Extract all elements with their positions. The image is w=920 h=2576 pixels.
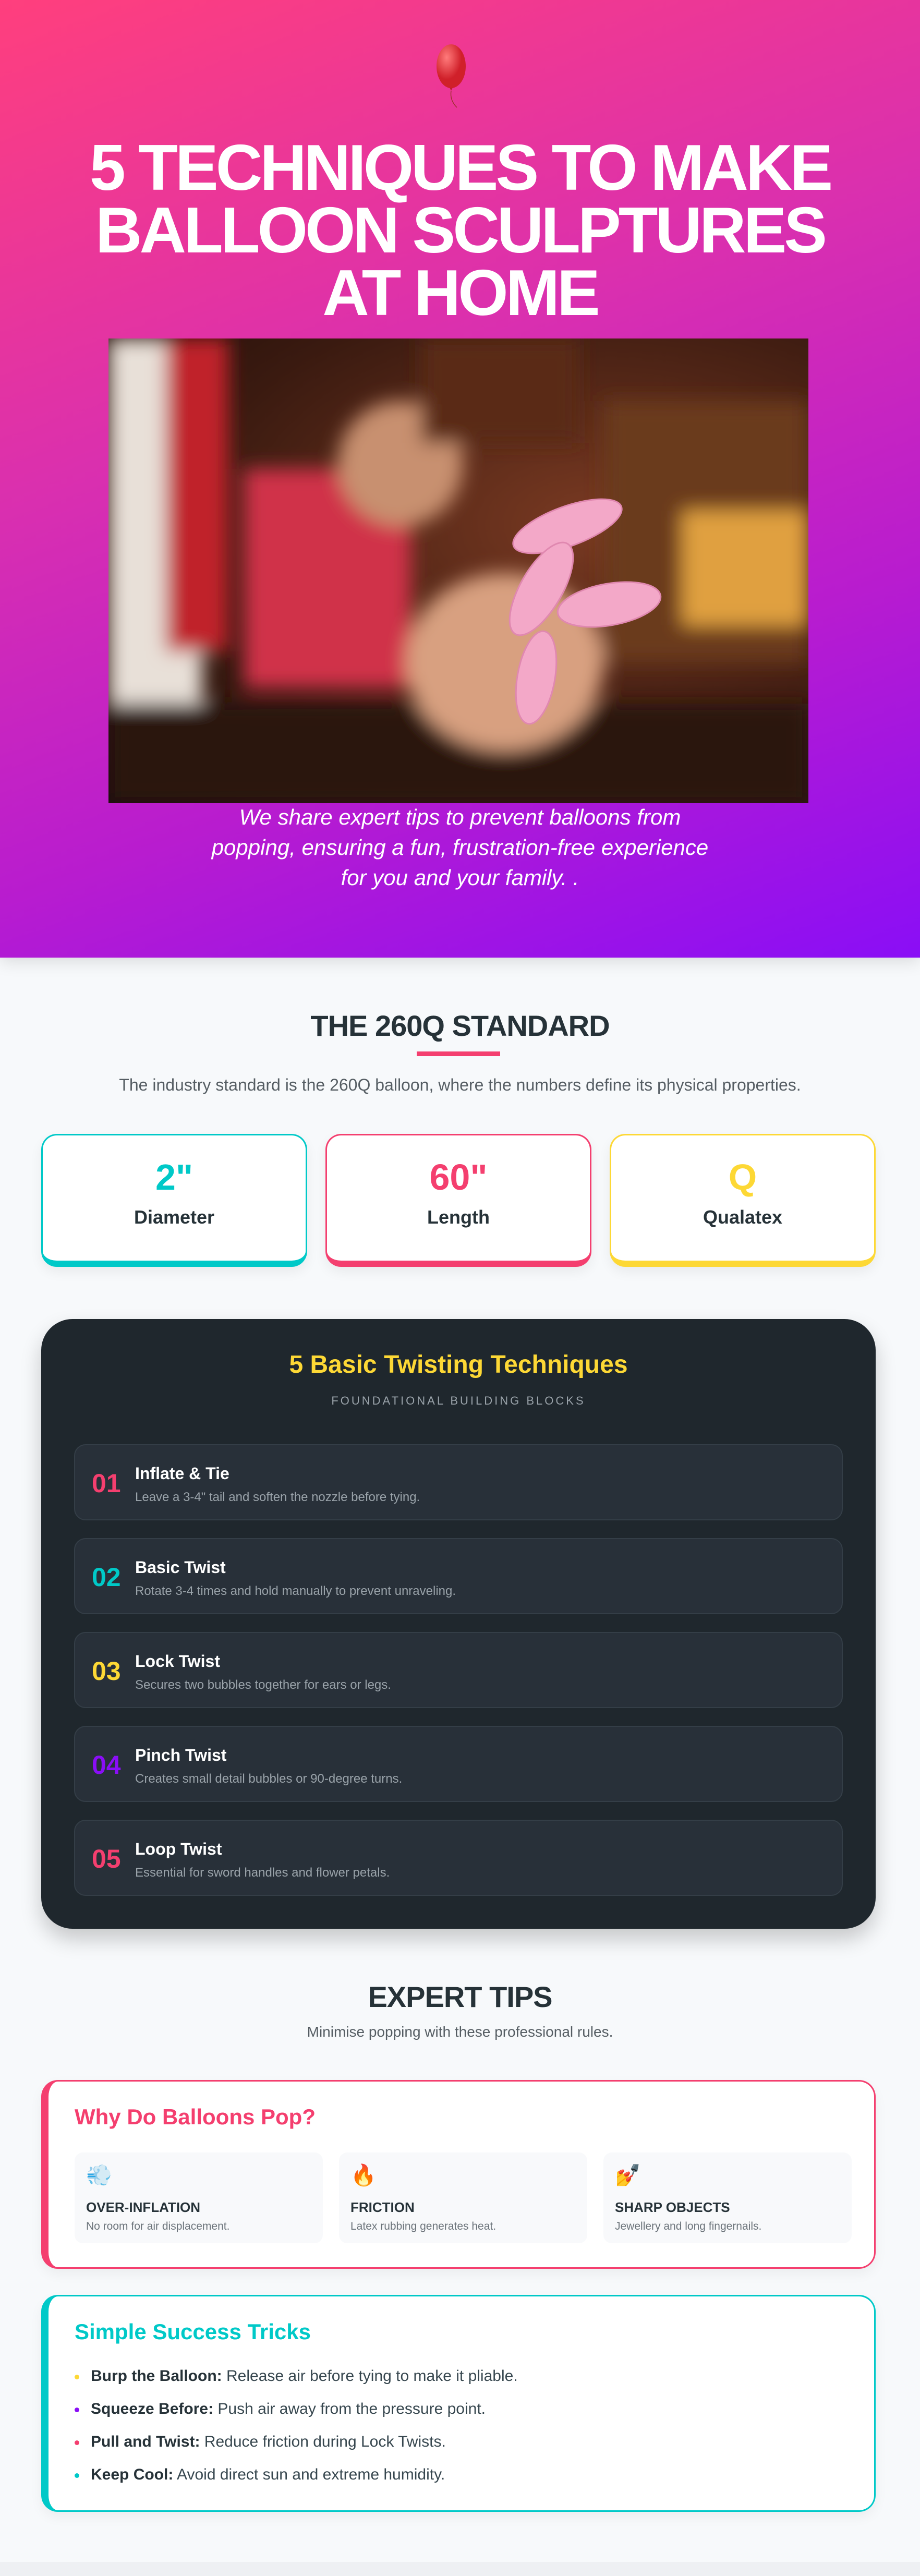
technique-item: 03 Lock Twist Secures two bubbles togeth… xyxy=(74,1632,843,1708)
technique-item: 05 Loop Twist Essential for sword handle… xyxy=(74,1820,843,1896)
reason-label: FRICTION xyxy=(350,2199,415,2215)
why-pop-card: Why Do Balloons Pop? 💨 OVER-INFLATION No… xyxy=(41,2080,876,2269)
trick-item: Keep Cool: Avoid direct sun and extreme … xyxy=(75,2466,445,2484)
tips-heading: EXPERT TIPS xyxy=(368,1980,552,2013)
stat-value: 2" xyxy=(155,1157,193,1198)
trick-item: Burp the Balloon: Release air before tyi… xyxy=(75,2367,518,2385)
bullet-icon xyxy=(75,2440,79,2445)
technique-title: Loop Twist xyxy=(135,1840,222,1858)
hero-subtitle: We share expert tips to prevent balloons… xyxy=(211,805,709,890)
hero-photo xyxy=(108,338,808,803)
stat-label: Length xyxy=(427,1206,490,1228)
reason-box: 💨 OVER-INFLATION No room for air displac… xyxy=(75,2152,323,2243)
stat-card-qualatex: Q Qualatex xyxy=(610,1134,876,1267)
stat-value: 60" xyxy=(429,1157,488,1198)
bullet-icon xyxy=(75,2407,79,2412)
success-tricks-card: Simple Success Tricks Burp the Balloon: … xyxy=(41,2295,876,2512)
fire-icon: 🔥 xyxy=(350,2164,377,2187)
techniques-panel: 5 Basic Twisting Techniques FOUNDATIONAL… xyxy=(41,1319,876,1929)
trick-label: Pull and Twist: xyxy=(91,2433,200,2450)
technique-item: 04 Pinch Twist Creates small detail bubb… xyxy=(74,1726,843,1802)
trick-item: Squeeze Before: Push air away from the p… xyxy=(75,2400,486,2418)
trick-item: Pull and Twist: Reduce friction during L… xyxy=(75,2433,446,2451)
page-title: 5 TECHNIQUES TO MAKE BALLOON SCULPTURES … xyxy=(0,132,920,329)
balloon-icon xyxy=(437,44,466,108)
reason-label: SHARP OBJECTS xyxy=(615,2199,730,2215)
technique-item: 01 Inflate & Tie Leave a 3-4" tail and s… xyxy=(74,1444,843,1520)
reason-desc: No room for air displacement. xyxy=(86,2220,230,2232)
title-line: 5 TECHNIQUES TO MAKE xyxy=(89,132,833,204)
trick-label: Burp the Balloon: xyxy=(91,2367,222,2385)
wind-icon: 💨 xyxy=(86,2164,112,2187)
tips-subtitle: Minimise popping with these professional… xyxy=(307,2024,613,2040)
stat-value: Q xyxy=(728,1157,757,1198)
stat-label: Qualatex xyxy=(703,1206,783,1228)
footer-strip xyxy=(0,2562,920,2576)
trick-text: Release air before tying to make it plia… xyxy=(226,2367,518,2385)
technique-title: Pinch Twist xyxy=(135,1746,227,1764)
technique-title: Basic Twist xyxy=(135,1558,226,1577)
technique-title: Inflate & Tie xyxy=(135,1464,229,1483)
standard-intro: The industry standard is the 260Q balloo… xyxy=(119,1075,801,1094)
tricks-title: Simple Success Tricks xyxy=(75,2319,311,2344)
technique-item: 02 Basic Twist Rotate 3-4 times and hold… xyxy=(74,1538,843,1614)
trick-label: Squeeze Before: xyxy=(91,2400,214,2417)
title-line: BALLOON SCULPTURES xyxy=(95,195,827,267)
bullet-icon xyxy=(75,2473,79,2478)
trick-text: Reduce friction during Lock Twists. xyxy=(204,2433,446,2450)
standard-heading: THE 260Q STANDARD xyxy=(310,1009,610,1042)
techniques-title: 5 Basic Twisting Techniques xyxy=(289,1351,628,1378)
technique-number: 03 xyxy=(92,1656,121,1686)
technique-title: Lock Twist xyxy=(135,1652,220,1671)
stat-label: Diameter xyxy=(134,1206,215,1228)
technique-desc: Leave a 3-4" tail and soften the nozzle … xyxy=(135,1490,420,1504)
technique-number: 05 xyxy=(92,1844,121,1873)
stat-card-length: 60" Length xyxy=(325,1134,591,1267)
trick-text: Push air away from the pressure point. xyxy=(217,2400,486,2417)
why-pop-title: Why Do Balloons Pop? xyxy=(75,2105,316,2129)
technique-desc: Secures two bubbles together for ears or… xyxy=(135,1678,391,1692)
heading-underline xyxy=(417,1051,500,1056)
techniques-subtitle: FOUNDATIONAL BUILDING BLOCKS xyxy=(331,1394,586,1407)
bullet-icon xyxy=(75,2374,79,2379)
reason-box: 💅 SHARP OBJECTS Jewellery and long finge… xyxy=(603,2152,852,2243)
technique-desc: Essential for sword handles and flower p… xyxy=(135,1866,390,1880)
hero: 5 TECHNIQUES TO MAKE BALLOON SCULPTURES … xyxy=(0,0,920,958)
trick-label: Keep Cool: xyxy=(91,2466,174,2483)
stat-card-diameter: 2" Diameter xyxy=(41,1134,307,1267)
technique-desc: Creates small detail bubbles or 90-degre… xyxy=(135,1772,403,1786)
reason-label: OVER-INFLATION xyxy=(86,2199,201,2215)
trick-text: Avoid direct sun and extreme humidity. xyxy=(177,2466,445,2483)
reason-desc: Latex rubbing generates heat. xyxy=(350,2220,497,2232)
technique-number: 04 xyxy=(92,1750,121,1780)
technique-number: 01 xyxy=(92,1469,121,1498)
title-line: AT HOME xyxy=(322,257,600,329)
technique-number: 02 xyxy=(92,1563,121,1592)
nail-polish-icon: 💅 xyxy=(615,2164,641,2187)
reason-desc: Jewellery and long fingernails. xyxy=(615,2220,762,2232)
technique-desc: Rotate 3-4 times and hold manually to pr… xyxy=(135,1584,456,1598)
reason-box: 🔥 FRICTION Latex rubbing generates heat. xyxy=(339,2152,587,2243)
